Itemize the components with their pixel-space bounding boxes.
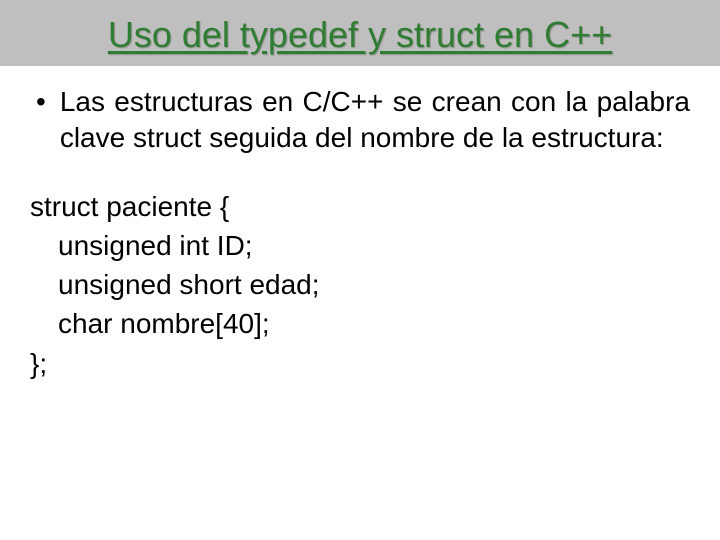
code-line-4: char nombre[40]; <box>30 304 690 343</box>
code-line-1: struct paciente { <box>30 187 690 226</box>
slide-title: Uso del typedef y struct en C++ <box>0 14 720 56</box>
bullet-marker: • <box>36 84 46 120</box>
code-line-5: }; <box>30 344 690 383</box>
code-line-2: unsigned int ID; <box>30 226 690 265</box>
code-block: struct paciente { unsigned int ID; unsig… <box>30 187 690 383</box>
bullet-item: • Las estructuras en C/C++ se crean con … <box>30 84 690 157</box>
bullet-text: Las estructuras en C/C++ se crean con la… <box>60 84 690 157</box>
title-bar: Uso del typedef y struct en C++ <box>0 0 720 66</box>
slide-content: • Las estructuras en C/C++ se crean con … <box>0 66 720 383</box>
code-line-3: unsigned short edad; <box>30 265 690 304</box>
